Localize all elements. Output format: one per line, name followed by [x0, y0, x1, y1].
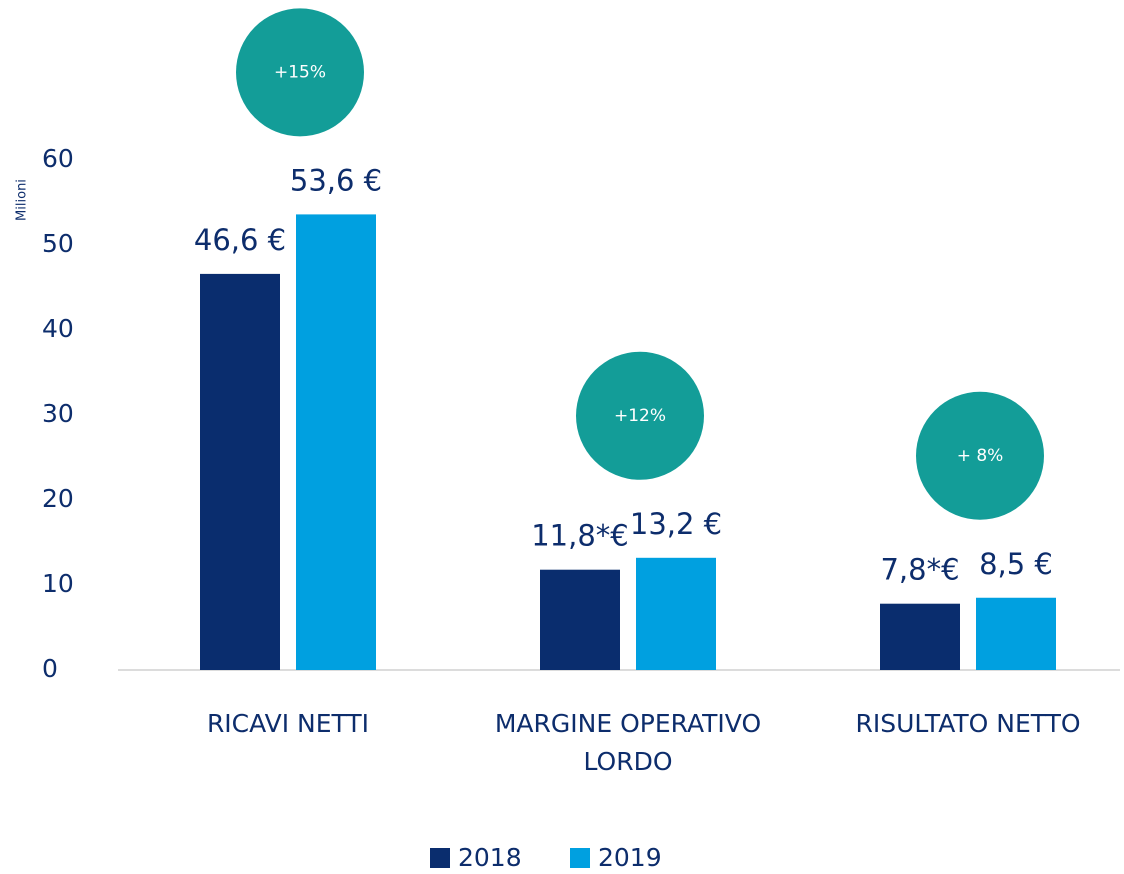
value-label: 53,6 €	[290, 163, 382, 197]
badge-label: +15%	[274, 62, 326, 82]
badge	[576, 351, 704, 480]
x-tick-label: RISULTATO NETTO	[855, 709, 1081, 738]
x-tick-label: MARGINE OPERATIVO LORDO	[494, 709, 762, 776]
legend-swatch	[430, 848, 450, 868]
x-tick-label: RICAVI NETTI	[206, 709, 370, 738]
legend-swatch	[570, 848, 590, 868]
badge	[916, 391, 1044, 520]
badge-label: + 8%	[957, 446, 1004, 466]
legend-label: 2018	[458, 843, 522, 872]
y-tick-label: 20	[42, 484, 74, 513]
badge-label: +12%	[614, 406, 666, 426]
value-label: 7,8*€	[880, 553, 959, 587]
value-label: 11,8*€	[531, 519, 629, 553]
bar	[296, 214, 376, 670]
bar	[976, 597, 1056, 670]
value-label: 13,2 €	[630, 507, 722, 541]
y-tick-label: 10	[42, 569, 74, 598]
y-tick-label: 0	[42, 654, 58, 683]
bar	[636, 557, 716, 670]
y-tick-label: 50	[42, 229, 74, 258]
value-label: 46,6 €	[194, 223, 286, 257]
bar	[200, 273, 280, 670]
bar	[540, 569, 620, 670]
badge	[236, 8, 364, 137]
y-tick-label: 40	[42, 314, 74, 343]
y-tick-label: 30	[42, 399, 74, 428]
legend-label: 2019	[598, 843, 662, 872]
y-tick-label: 60	[42, 144, 74, 173]
y-axis-label: Milioni	[15, 179, 30, 221]
bar	[880, 603, 960, 670]
value-label: 8,5 €	[979, 547, 1053, 581]
